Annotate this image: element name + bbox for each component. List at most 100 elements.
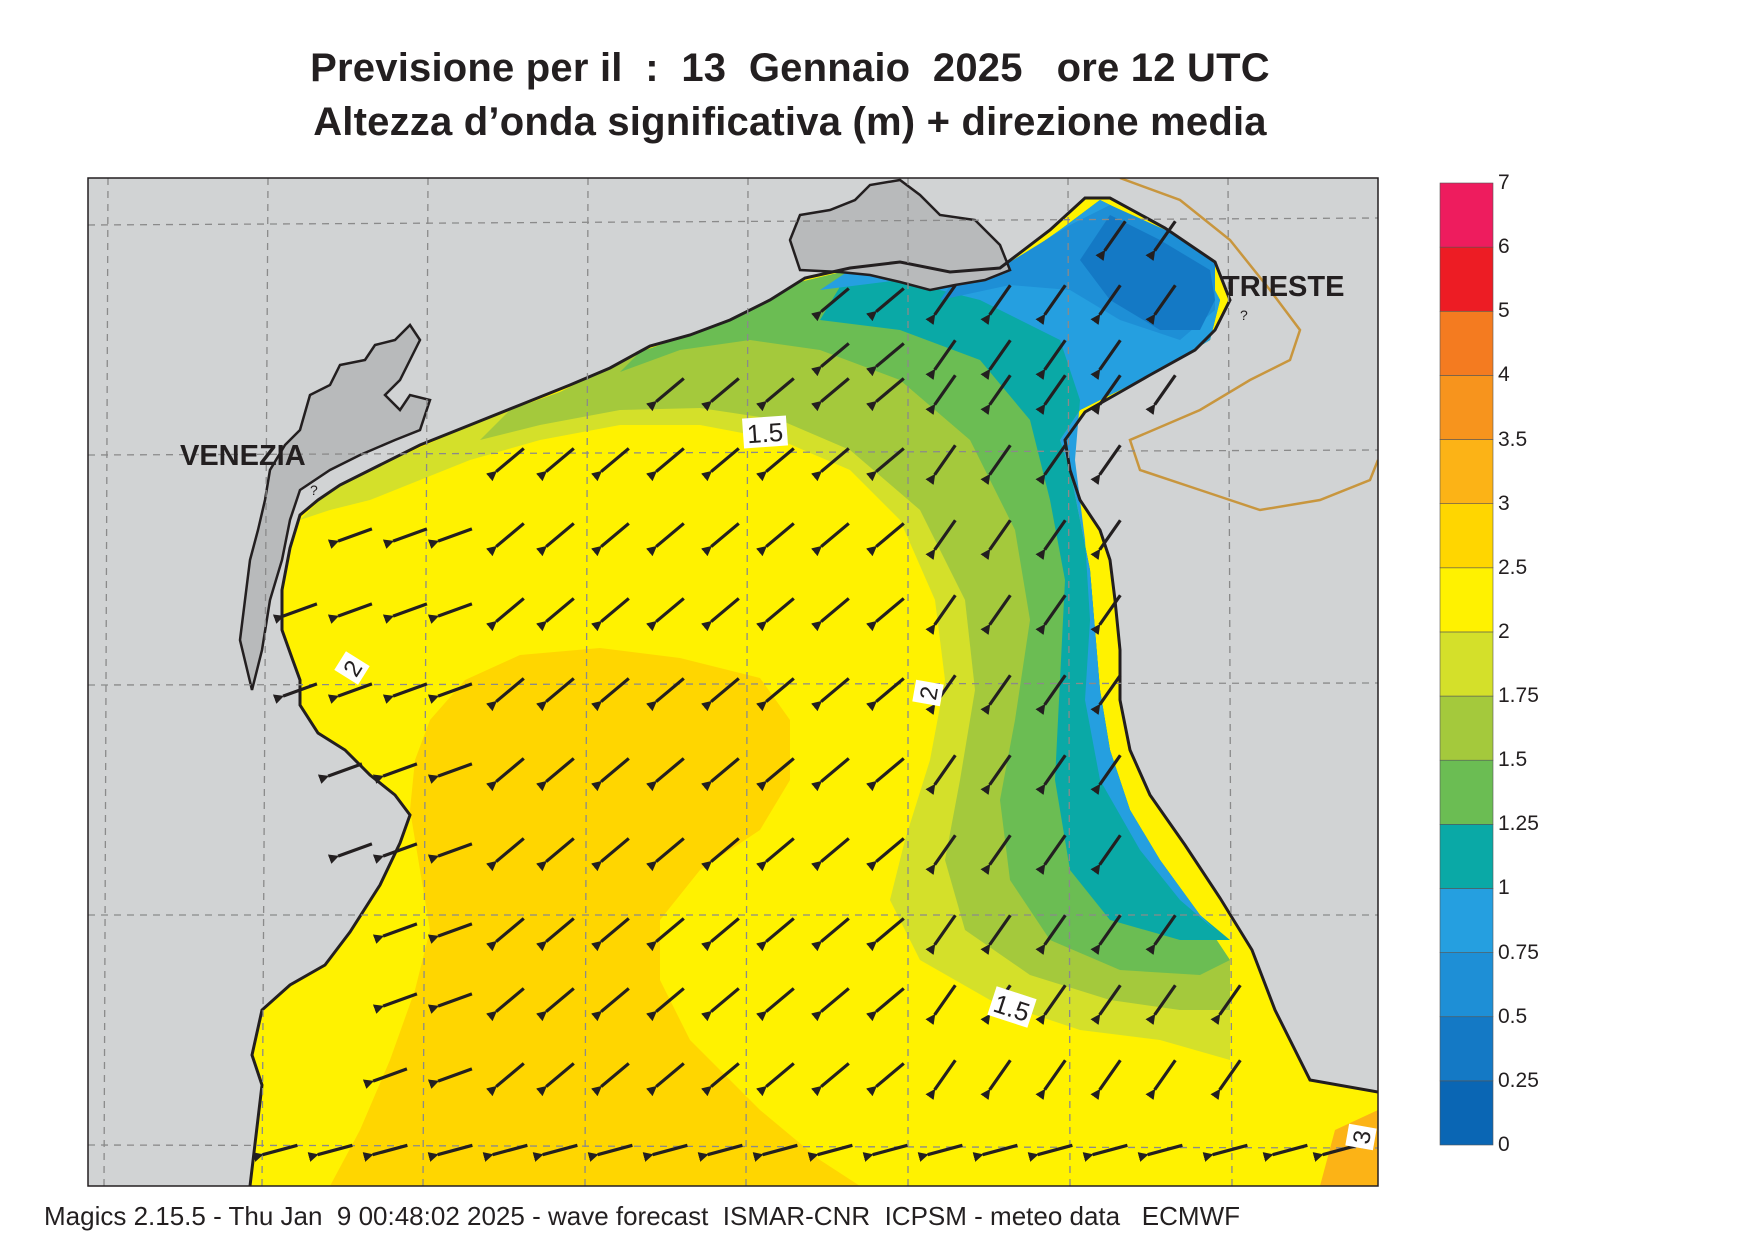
colorbar-swatch (1439, 695, 1494, 761)
wave-direction-arrow (866, 757, 905, 792)
wave-direction-arrow (646, 757, 685, 792)
wave-direction-arrow (862, 1143, 908, 1162)
wave-direction-arrow (427, 527, 473, 549)
wave-direction-arrow (980, 674, 1012, 715)
wave-direction-arrow (427, 922, 473, 944)
trieste-marker: ? (1240, 307, 1248, 323)
wave-direction-arrow (1145, 984, 1177, 1025)
wave-direction-arrow (756, 377, 795, 412)
wave-direction-arrow (382, 682, 428, 704)
wave-direction-arrow (811, 447, 850, 482)
wave-direction-arrow (925, 834, 957, 875)
wave-direction-arrow (756, 597, 795, 632)
wave-direction-arrow (866, 987, 905, 1022)
wave-direction-arrow (701, 1062, 740, 1097)
wave-direction-arrow (536, 1062, 575, 1097)
band-1m (820, 200, 1220, 930)
colorbar-tick-label: 0 (1498, 1133, 1510, 1156)
wave-direction-arrow (272, 682, 318, 704)
wave-direction-arrow (866, 522, 905, 557)
wave-direction-arrow (701, 917, 740, 952)
colorbar-swatch (1439, 567, 1494, 633)
wave-direction-arrow (327, 602, 373, 624)
wave-direction-arrow (811, 987, 850, 1022)
wave-direction-arrow (591, 837, 630, 872)
wave-direction-arrow (646, 447, 685, 482)
wave-direction-arrow (756, 757, 795, 792)
wave-direction-arrow (756, 677, 795, 712)
wave-direction-arrow (925, 444, 957, 485)
wave-direction-arrow (1145, 284, 1177, 325)
wave-direction-arrow (427, 842, 473, 864)
wave-direction-arrow (980, 374, 1012, 415)
wave-direction-arrow (532, 1143, 578, 1162)
wave-direction-arrow (486, 917, 525, 952)
wave-direction-arrow (536, 597, 575, 632)
wave-direction-arrow (972, 1143, 1018, 1162)
wave-direction-arrow (307, 1143, 353, 1162)
wave-direction-arrow (642, 1143, 688, 1162)
wave-direction-arrow (372, 842, 418, 864)
colorbar-swatch (1439, 888, 1494, 953)
wave-direction-arrow (486, 1062, 525, 1097)
wave-direction-arrow (866, 597, 905, 632)
wave-direction-arrow (591, 447, 630, 482)
wave-direction-arrow (701, 677, 740, 712)
wave-direction-arrow (591, 1062, 630, 1097)
wave-direction-arrow (701, 597, 740, 632)
wave-direction-arrow (427, 992, 473, 1014)
colorbar-tick-label: 0.5 (1498, 1004, 1528, 1028)
wave-direction-arrow (701, 837, 740, 872)
wave-direction-arrow (756, 917, 795, 952)
wave-direction-arrow (925, 914, 957, 955)
wave-direction-arrow (382, 527, 428, 549)
wave-direction-arrow (1090, 284, 1122, 325)
wave-direction-arrow (811, 522, 850, 557)
wave-direction-arrow (811, 757, 850, 792)
wave-direction-arrow (1027, 1143, 1073, 1162)
wave-direction-arrow (1095, 220, 1127, 261)
wave-direction-arrow (1090, 1059, 1122, 1100)
wave-direction-arrow (1035, 444, 1067, 485)
wave-direction-arrow (272, 602, 318, 624)
wave-direction-arrow (317, 762, 363, 784)
wave-direction-arrow (591, 522, 630, 557)
wave-direction-arrow (1035, 519, 1067, 560)
colorbar-swatch (1439, 1080, 1494, 1146)
wave-direction-arrow (807, 1143, 853, 1162)
border-line (1119, 178, 1378, 512)
wave-direction-arrow (925, 594, 957, 635)
wave-direction-arrow (756, 447, 795, 482)
variable-title: Altezza d’onda significativa (m) + direz… (313, 100, 1267, 144)
wave-direction-arrow (536, 757, 575, 792)
band-2.5m (330, 648, 860, 1186)
colorbar-tick-label: 2.5 (1498, 555, 1528, 579)
wave-direction-arrow (980, 754, 1012, 795)
wave-direction-arrow (646, 1062, 685, 1097)
wave-direction-arrow (382, 602, 428, 624)
colorbar-tick-label: 0.75 (1498, 940, 1539, 964)
wave-direction-arrow (1202, 1143, 1248, 1162)
wave-direction-arrow (1090, 594, 1122, 635)
colorbar-swatch (1439, 1016, 1494, 1082)
colorbar-swatch (1439, 375, 1494, 440)
venezia-marker: ? (310, 482, 318, 498)
wave-direction-arrow (811, 597, 850, 632)
wave-direction-arrow (752, 1143, 798, 1162)
wave-direction-arrow (1035, 594, 1067, 635)
wave-direction-arrow (980, 519, 1012, 560)
wave-direction-arrow (811, 287, 850, 322)
colorbar-tick-label: 3 (1498, 491, 1510, 515)
wave-direction-arrow (866, 677, 905, 712)
colorbar-swatch (1439, 631, 1494, 697)
graticule (88, 178, 1378, 1186)
wave-direction-arrow (646, 377, 685, 412)
wave-direction-arrow (1145, 914, 1177, 955)
colorbar-tick-label: 1.75 (1498, 684, 1539, 708)
wave-direction-arrow (486, 447, 525, 482)
wave-direction-arrow (980, 914, 1012, 955)
wave-direction-arrow (536, 522, 575, 557)
wave-direction-arrow (536, 677, 575, 712)
colorbar-tick-label: 4 (1498, 363, 1510, 387)
colorbar-tick-label: 5 (1498, 299, 1510, 323)
